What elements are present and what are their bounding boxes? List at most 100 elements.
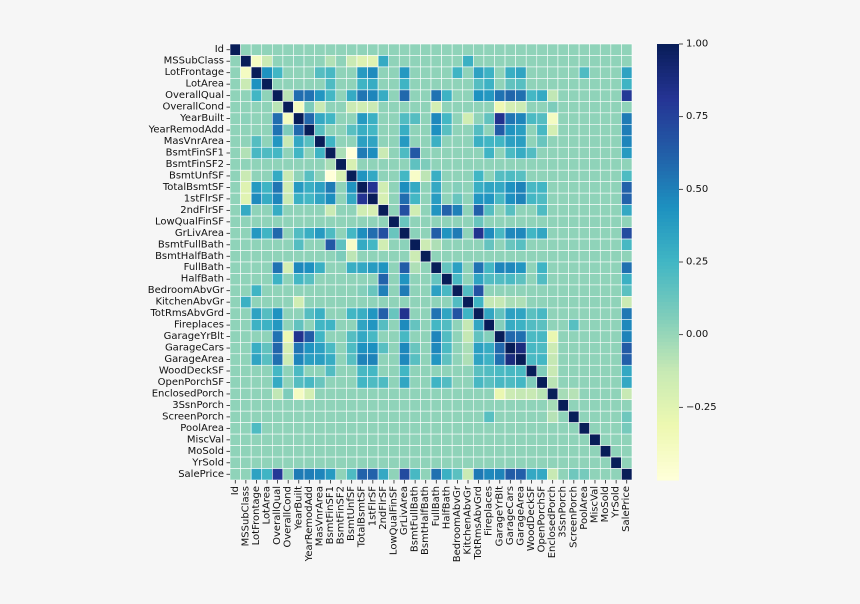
heatmap-cell [377,146,389,160]
heatmap-cell [589,124,601,137]
heatmap-cell [314,364,326,378]
heatmap-cell [568,146,580,160]
heatmap-cell [451,410,464,423]
heatmap-cell [462,456,474,469]
heatmap-cell [356,307,368,320]
heatmap-cell [621,399,633,412]
heatmap-cell [293,250,305,263]
heatmap-cell [303,238,315,251]
heatmap-cell [335,399,347,412]
heatmap-cell [504,250,516,263]
heatmap-cell [610,204,622,217]
heatmap-cell [473,468,485,481]
heatmap-cell [451,55,464,68]
heatmap-cell [578,227,590,240]
heatmap-cell [599,238,612,251]
heatmap-cell [610,55,622,68]
heatmap-cell [515,307,527,320]
heatmap-cell [536,422,548,435]
heatmap-cell [494,284,506,297]
heatmap-cell [547,342,559,355]
heatmap-cell [346,43,358,56]
heatmap-cell [324,330,337,343]
colorbar-segment [657,207,679,212]
heatmap-cell [346,146,358,160]
heatmap-cell [462,89,474,102]
heatmap-cell [578,399,590,412]
heatmap-cell [589,43,601,56]
heatmap-cell [314,387,326,400]
heatmap-cell [388,364,400,378]
heatmap-cell [293,204,305,217]
heatmap-cell [261,238,273,251]
heatmap-cell [599,146,612,160]
colorbar-segment [657,472,679,477]
heatmap-cell [420,66,432,79]
heatmap-cell [494,353,506,366]
heatmap-cell [293,261,305,274]
heatmap-cell [229,445,241,458]
heatmap-cell [346,261,358,274]
heatmap-cell [451,456,464,469]
heatmap-cell [451,307,464,320]
colorbar-segment [657,301,679,307]
heatmap-cell [388,319,400,332]
colorbar-segment [657,294,679,299]
heatmap-cell [314,215,326,228]
heatmap-cell [578,158,590,171]
heatmap-cell [504,43,516,56]
heatmap-cell [568,238,580,251]
heatmap-cell [303,273,315,286]
heatmap-cell [504,319,516,332]
heatmap-cell [388,146,400,160]
heatmap-cell [282,353,294,366]
heatmap-cell [377,319,389,332]
heatmap-cell [621,101,633,114]
heatmap-cell [515,410,527,423]
heatmap-cell [599,112,612,125]
heatmap-cell [515,215,527,228]
heatmap-cell [293,410,305,423]
heatmap-cell [441,364,453,378]
heatmap-cell [293,376,305,389]
heatmap-cell [483,101,495,114]
heatmap-cell [314,307,326,320]
heatmap-cell [324,399,337,412]
heatmap-cell [473,181,485,194]
heatmap-cell [568,261,580,274]
heatmap-cell [578,261,590,274]
x-axis-labels: Id MSSubClass LotFrontage LotArea OverallQua… [230,480,632,562]
heatmap-cell [250,342,263,355]
heatmap-cell [462,273,474,286]
heatmap-cell [398,433,411,446]
heatmap-cell [599,215,612,228]
colorbar-segment [657,83,679,89]
heatmap-cell [494,192,506,205]
heatmap-cell [621,78,633,91]
heatmap-cell [621,112,633,125]
heatmap-cell [578,376,590,389]
heatmap-cell [536,66,548,79]
heatmap-cell [346,169,358,182]
heatmap-cell [536,376,548,389]
heatmap-cell [599,135,612,148]
y-tick-label: MasVnrArea [164,136,224,147]
heatmap-cell [356,456,368,469]
heatmap-cell [367,146,379,160]
heatmap-cell [568,410,580,423]
heatmap-cell [420,43,432,56]
heatmap-cell [599,250,612,263]
heatmap-cell [377,78,389,91]
x-tick-label: BedroomAbvGr [452,485,463,562]
colorbar-segment [657,349,679,354]
heatmap-cell [335,342,347,355]
heatmap-cell [250,364,263,378]
heatmap-cell [621,296,633,309]
heatmap-cell [483,158,495,171]
heatmap-cell [536,146,548,160]
heatmap-cell [388,124,400,137]
heatmap-cell [473,55,485,68]
heatmap-cell [494,319,506,332]
heatmap-cell [494,124,506,137]
heatmap-cell [335,204,347,217]
